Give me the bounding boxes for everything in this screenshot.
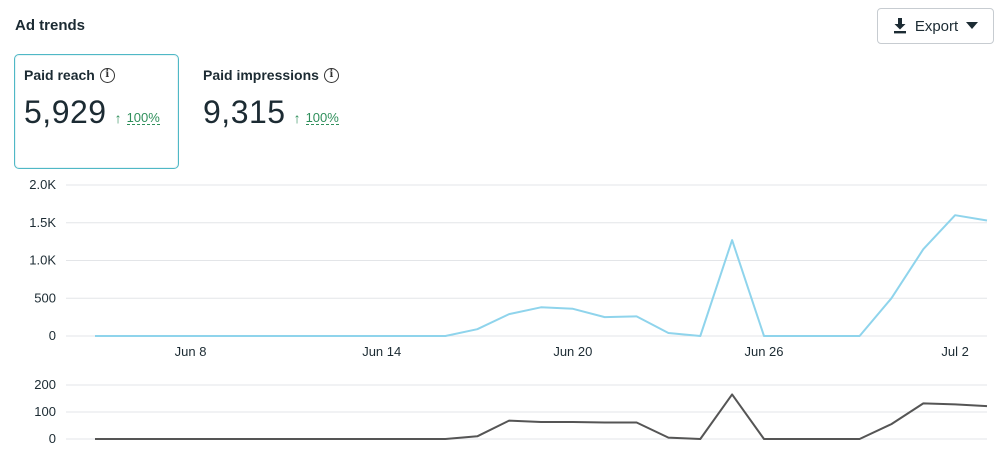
data-point — [347, 334, 352, 339]
data-point — [252, 334, 257, 339]
y-tick-label: 1.5K — [29, 215, 56, 230]
data-point — [793, 437, 798, 442]
data-point — [634, 314, 639, 319]
data-point — [411, 334, 416, 339]
download-icon — [893, 18, 907, 34]
data-point — [93, 437, 98, 442]
export-button[interactable]: Export — [877, 8, 994, 44]
y-tick-label: 1.0K — [29, 253, 56, 268]
series-line — [95, 214, 988, 337]
x-tick-label: Jun 26 — [744, 344, 783, 359]
data-point — [188, 437, 193, 442]
page-title: Ad trends — [15, 17, 86, 34]
data-point — [347, 437, 352, 442]
metric-value: 9,315 — [203, 94, 286, 130]
y-tick-label: 2.0K — [29, 177, 56, 192]
x-tick-label: Jun 20 — [553, 344, 592, 359]
x-tick-label: Jun 14 — [362, 344, 401, 359]
data-point — [316, 437, 321, 442]
data-point — [762, 437, 767, 442]
data-point — [634, 420, 639, 425]
series-line — [95, 393, 988, 440]
data-point — [156, 437, 161, 442]
metric-label: Paid impressions — [203, 67, 319, 83]
data-point — [539, 419, 544, 424]
arrow-up-icon: ↑ — [293, 110, 301, 126]
metric-card-paid-impressions[interactable]: Paid impressions i 9,315 ↑ 100% — [193, 54, 373, 169]
y-tick-label: 0 — [49, 431, 56, 446]
data-point — [953, 402, 958, 407]
data-point — [188, 334, 193, 339]
data-point — [762, 334, 767, 339]
data-point — [921, 247, 926, 252]
metric-change[interactable]: 100% — [305, 110, 339, 125]
data-point — [379, 437, 384, 442]
data-point — [284, 334, 289, 339]
data-point — [443, 334, 448, 339]
data-point — [507, 418, 512, 423]
arrow-up-icon: ↑ — [114, 110, 122, 126]
data-point — [570, 306, 575, 311]
data-point — [252, 437, 257, 442]
data-point — [698, 334, 703, 339]
info-icon[interactable]: i — [323, 67, 339, 83]
data-point — [602, 315, 607, 320]
metric-label: Paid reach — [24, 67, 95, 83]
y-tick-label: 200 — [34, 377, 56, 392]
data-point — [698, 437, 703, 442]
data-point — [443, 437, 448, 442]
data-point — [889, 422, 894, 427]
metric-value: 5,929 — [24, 94, 107, 130]
y-tick-label: 100 — [34, 404, 56, 419]
metric-card-paid-reach[interactable]: Paid reach i 5,929 ↑ 100% — [14, 54, 179, 169]
data-point — [921, 401, 926, 406]
data-point — [730, 392, 735, 397]
data-point — [857, 334, 862, 339]
data-point — [985, 404, 990, 409]
data-point — [507, 312, 512, 317]
data-point — [793, 334, 798, 339]
data-point — [220, 334, 225, 339]
data-point — [602, 420, 607, 425]
data-point — [539, 305, 544, 310]
data-point — [889, 296, 894, 301]
data-point — [953, 213, 958, 218]
info-icon[interactable]: i — [99, 67, 115, 83]
data-point — [284, 437, 289, 442]
data-point — [730, 238, 735, 243]
data-point — [379, 334, 384, 339]
data-point — [220, 437, 225, 442]
y-tick-label: 500 — [34, 290, 56, 305]
metric-change[interactable]: 100% — [126, 110, 160, 125]
data-point — [985, 218, 990, 223]
data-point — [475, 327, 480, 332]
data-point — [825, 437, 830, 442]
y-tick-label: 0 — [49, 328, 56, 343]
data-point — [316, 334, 321, 339]
data-point — [825, 334, 830, 339]
data-point — [156, 334, 161, 339]
caret-down-icon — [966, 22, 979, 30]
data-point — [570, 419, 575, 424]
data-point — [857, 437, 862, 442]
data-point — [124, 334, 129, 339]
data-point — [124, 437, 129, 442]
data-point — [93, 334, 98, 339]
data-point — [475, 434, 480, 439]
x-tick-label: Jun 8 — [175, 344, 207, 359]
export-label: Export — [914, 17, 959, 35]
data-point — [411, 437, 416, 442]
data-point — [666, 330, 671, 335]
data-point — [666, 435, 671, 440]
x-tick-label: Jul 2 — [941, 344, 968, 359]
